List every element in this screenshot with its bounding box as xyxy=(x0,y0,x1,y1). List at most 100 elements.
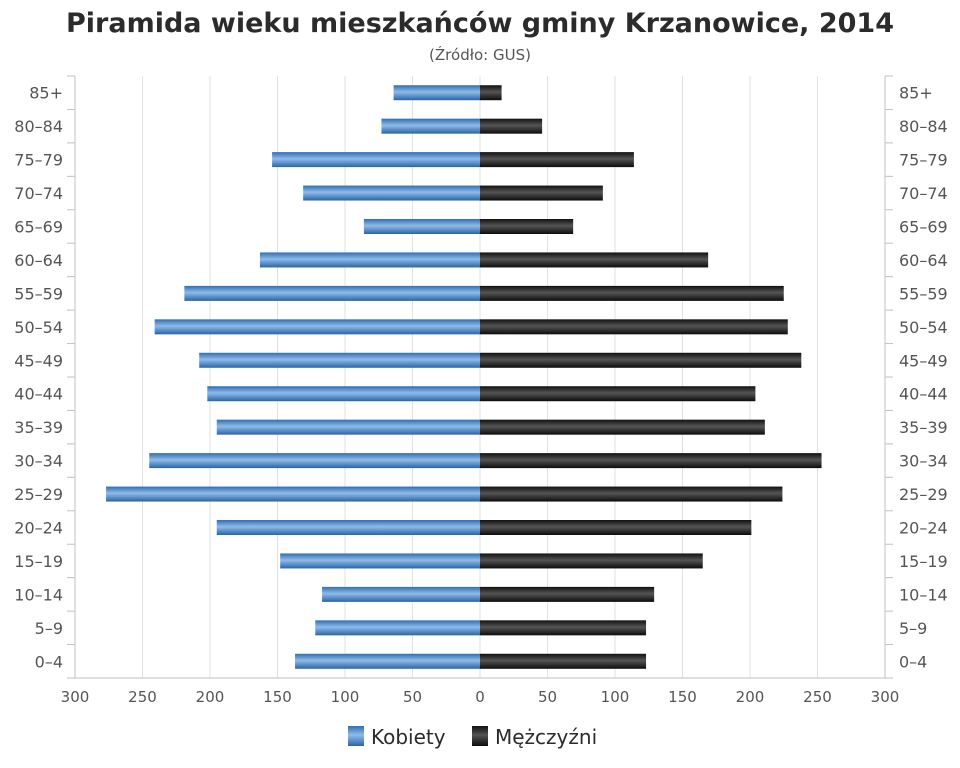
axes xyxy=(67,75,893,679)
bar-mezczyzni xyxy=(480,486,783,502)
bar-kobiety xyxy=(154,319,480,335)
category-label: 55–59 xyxy=(14,284,63,303)
bar-kobiety xyxy=(216,419,480,435)
bar-mezczyzni xyxy=(480,520,752,535)
x-tick-label: 300 xyxy=(871,688,900,706)
grid-lines xyxy=(142,76,818,678)
x-tick-label: 150 xyxy=(668,688,697,706)
x-tick-label: 100 xyxy=(331,688,360,706)
bar-mezczyzni xyxy=(480,285,784,301)
category-label: 60–64 xyxy=(899,251,948,270)
category-labels-right: 85+ 80–84 75–79 70–74 65–69 60–64 55–59 50–54 45… xyxy=(899,84,948,672)
category-label: 35–39 xyxy=(899,418,948,437)
bar-mezczyzni xyxy=(480,219,574,234)
category-label: 10–14 xyxy=(14,585,63,604)
bar-kobiety xyxy=(280,553,480,569)
x-tick-label: 200 xyxy=(736,688,765,706)
x-tick-label: 50 xyxy=(403,688,422,706)
category-label: 20–24 xyxy=(14,519,63,538)
category-label: 70–74 xyxy=(899,184,948,203)
bar-kobiety xyxy=(363,219,480,234)
chart-title: Piramida wieku mieszkańców gminy Krzanow… xyxy=(66,8,894,39)
category-label: 50–54 xyxy=(899,318,948,337)
bar-kobiety xyxy=(303,185,480,201)
category-label: 35–39 xyxy=(14,418,63,437)
category-label: 75–79 xyxy=(899,151,948,170)
bar-kobiety xyxy=(381,118,480,134)
category-label: 85+ xyxy=(29,84,63,103)
category-labels-left: 85+ 80–84 75–79 70–74 65–69 60–64 55–59 50–54 45… xyxy=(14,84,63,672)
bar-mezczyzni xyxy=(480,653,647,669)
legend-item-mezczyzni[interactable]: Mężczyźni xyxy=(472,725,597,749)
category-label: 60–64 xyxy=(14,251,63,270)
chart-subtitle: (Źródło: GUS) xyxy=(429,45,531,64)
legend-label-kobiety: Kobiety xyxy=(371,725,446,749)
category-label: 0–4 xyxy=(35,652,63,671)
category-label: 85+ xyxy=(899,84,933,103)
bar-kobiety xyxy=(272,152,480,168)
legend: Kobiety Mężczyźni xyxy=(348,725,597,749)
category-label: 40–44 xyxy=(899,385,948,404)
category-label: 65–69 xyxy=(14,218,63,237)
x-tick-label: 250 xyxy=(128,688,157,706)
bar-mezczyzni xyxy=(480,419,765,435)
bar-mezczyzni xyxy=(480,352,802,368)
bar-kobiety xyxy=(149,453,480,469)
x-tick-label: 150 xyxy=(263,688,292,706)
bar-mezczyzni xyxy=(480,386,756,402)
bar-mezczyzni xyxy=(480,620,647,636)
bar-kobiety xyxy=(216,520,480,535)
category-label: 25–29 xyxy=(899,485,948,504)
bar-kobiety xyxy=(259,252,480,268)
category-label: 30–34 xyxy=(899,452,948,471)
category-label: 70–74 xyxy=(14,184,63,203)
bar-kobiety xyxy=(199,352,480,368)
bar-mezczyzni xyxy=(480,152,634,168)
bar-mezczyzni xyxy=(480,185,603,201)
legend-swatch-mezczyzni xyxy=(472,726,488,746)
bar-kobiety xyxy=(295,653,480,669)
category-label: 40–44 xyxy=(14,385,63,404)
category-label: 15–19 xyxy=(14,552,63,571)
bar-kobiety xyxy=(106,486,481,502)
category-label: 20–24 xyxy=(899,519,948,538)
bar-kobiety xyxy=(207,386,481,402)
bar-mezczyzni xyxy=(480,319,788,335)
category-label: 75–79 xyxy=(14,151,63,170)
category-label: 10–14 xyxy=(899,585,948,604)
bar-mezczyzni xyxy=(480,118,543,134)
bar-kobiety xyxy=(184,285,480,301)
bar-mezczyzni xyxy=(480,553,703,569)
bar-kobiety xyxy=(393,85,480,101)
category-label: 5–9 xyxy=(899,619,927,638)
legend-swatch-kobiety xyxy=(348,726,364,746)
x-tick-labels: 300 250 200 150 100 50 0 50 100 150 200 250 300 xyxy=(61,688,900,706)
bar-mezczyzni xyxy=(480,85,502,101)
x-tick-label: 300 xyxy=(61,688,90,706)
legend-label-mezczyzni: Mężczyźni xyxy=(495,725,597,749)
x-tick-label: 0 xyxy=(475,688,485,706)
category-label: 25–29 xyxy=(14,485,63,504)
category-label: 0–4 xyxy=(899,652,927,671)
category-label: 45–49 xyxy=(899,351,948,370)
bars xyxy=(106,85,822,669)
category-label: 5–9 xyxy=(35,619,63,638)
x-tick-label: 250 xyxy=(803,688,832,706)
x-tick-label: 50 xyxy=(538,688,557,706)
bar-mezczyzni xyxy=(480,586,655,602)
x-tick-label: 100 xyxy=(601,688,630,706)
category-label: 15–19 xyxy=(899,552,948,571)
category-label: 50–54 xyxy=(14,318,63,337)
bar-mezczyzni xyxy=(480,252,709,268)
bar-mezczyzni xyxy=(480,453,822,469)
category-label: 45–49 xyxy=(14,351,63,370)
category-label: 80–84 xyxy=(899,117,948,136)
legend-item-kobiety[interactable]: Kobiety xyxy=(348,725,446,749)
category-label: 55–59 xyxy=(899,284,948,303)
category-label: 80–84 xyxy=(14,117,63,136)
bar-kobiety xyxy=(315,620,480,636)
category-label: 30–34 xyxy=(14,452,63,471)
x-tick-label: 200 xyxy=(196,688,225,706)
category-label: 65–69 xyxy=(899,218,948,237)
